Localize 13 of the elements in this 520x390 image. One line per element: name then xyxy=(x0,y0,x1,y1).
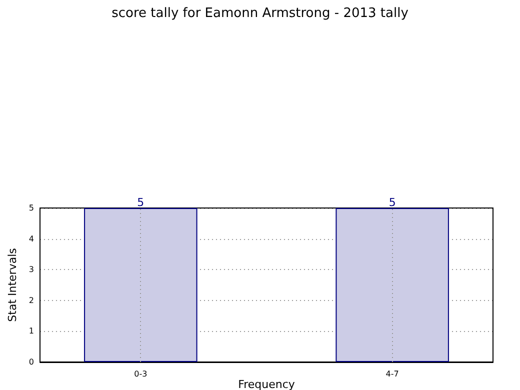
x-tick-label: 4-7 xyxy=(386,370,399,378)
y-tick-label: 4 xyxy=(28,234,34,244)
y-tick-label: 2 xyxy=(28,296,34,305)
y-axis-title: Stat Intervals xyxy=(6,248,20,322)
data-label: 5 xyxy=(137,196,144,209)
chart-title: score tally for Eamonn Armstrong - 2013 tally xyxy=(112,6,409,21)
y-tick-label: 0 xyxy=(28,358,34,366)
x-axis-title: Frequency xyxy=(238,378,296,390)
y-tick-label: 5 xyxy=(28,204,34,212)
y-tick-label: 3 xyxy=(28,265,34,274)
data-label: 5 xyxy=(388,196,396,209)
y-tick-label: 1 xyxy=(28,326,34,336)
x-tick-label: 0-3 xyxy=(134,370,148,378)
